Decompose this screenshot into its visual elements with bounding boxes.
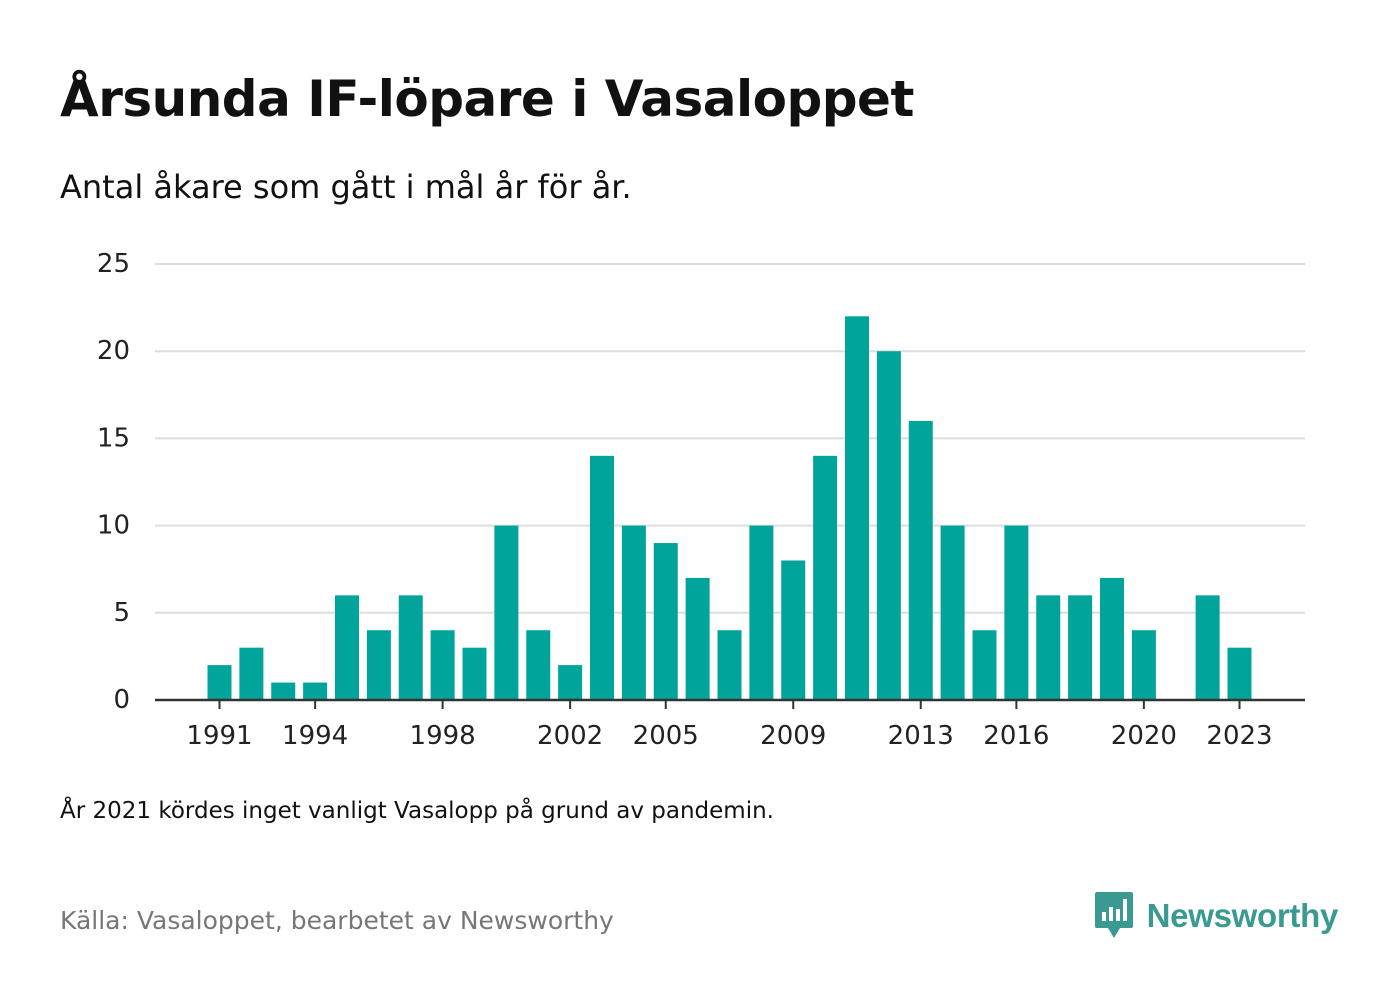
bar-1994	[303, 682, 328, 700]
bar-2022	[1195, 595, 1220, 700]
bar-2000	[494, 525, 519, 700]
bar-chart: 0 5 10 15 20 25 1991 1994 1998 2002 2005 2009 2013 2…	[0, 230, 1400, 790]
y-axis-labels: 0 5 10 15 20 25	[97, 249, 130, 715]
chart-subtitle: Antal åkare som gått i mål år för år.	[60, 168, 632, 206]
bar-2001	[526, 630, 551, 700]
y-tick-label-10: 10	[97, 511, 130, 541]
x-tick-label-1991: 1991	[186, 721, 252, 751]
bar-2009	[781, 560, 806, 700]
bar-1996	[366, 630, 391, 700]
source-credit: Källa: Vasaloppet, bearbetet av Newswort…	[60, 906, 614, 935]
x-tick-label-2005: 2005	[633, 721, 699, 751]
bar-2005	[653, 543, 678, 700]
bar-1993	[271, 682, 296, 700]
x-tick-label-1994: 1994	[282, 721, 348, 751]
bar-2018	[1068, 595, 1093, 700]
bar-2017	[1036, 595, 1061, 700]
bar-1995	[335, 595, 359, 700]
y-tick-label-25: 25	[97, 249, 130, 279]
bar-2023	[1227, 647, 1252, 700]
y-tick-label-5: 5	[113, 598, 130, 628]
x-tick-label-2020: 2020	[1111, 721, 1177, 751]
bar-1999	[462, 647, 487, 700]
bar-2010	[813, 455, 838, 700]
x-tick-label-1998: 1998	[410, 721, 476, 751]
bar-2013	[908, 420, 933, 700]
bar-1992	[239, 647, 264, 700]
bar-2007	[717, 630, 742, 700]
bar-1998	[430, 630, 455, 700]
bar-2006	[685, 577, 710, 700]
brand-name: Newsworthy	[1146, 896, 1339, 934]
bar-2019	[1100, 577, 1124, 700]
bar-2016	[1004, 525, 1029, 700]
bar-1991	[207, 665, 232, 700]
bars	[207, 316, 1252, 700]
bar-2002	[558, 665, 583, 700]
y-tick-label-20: 20	[97, 336, 130, 366]
x-axis	[155, 698, 1305, 709]
chart-footnote: År 2021 kördes inget vanligt Vasalopp på…	[60, 798, 774, 824]
bar-2003	[590, 455, 614, 700]
gridlines	[155, 263, 1305, 614]
bar-2012	[876, 351, 901, 700]
bar-2020	[1131, 630, 1156, 700]
chart-title: Årsunda IF-löpare i Vasaloppet	[60, 70, 914, 128]
bar-2004	[621, 525, 646, 700]
bar-1997	[398, 595, 423, 700]
bar-2011	[845, 316, 869, 700]
bar-2014	[940, 525, 965, 700]
x-tick-label-2016: 2016	[983, 721, 1049, 751]
x-axis-labels: 1991 1994 1998 2002 2005 2009 2013 2016 2020 2023	[186, 721, 1272, 751]
y-tick-label-15: 15	[97, 423, 130, 453]
x-tick-label-2002: 2002	[537, 721, 603, 751]
bar-2008	[749, 525, 774, 700]
y-tick-label-0: 0	[113, 685, 130, 715]
newsworthy-brand: Newsworthy	[1093, 890, 1338, 940]
bar-chart-svg: 0 5 10 15 20 25 1991 1994 1998 2002 2005 2009 2013 2…	[97, 249, 1305, 751]
x-tick-label-2023: 2023	[1206, 721, 1272, 751]
newsworthy-logo-icon	[1094, 892, 1133, 938]
x-tick-label-2009: 2009	[760, 721, 826, 751]
x-tick-label-2013: 2013	[888, 721, 954, 751]
bar-2015	[972, 630, 997, 700]
